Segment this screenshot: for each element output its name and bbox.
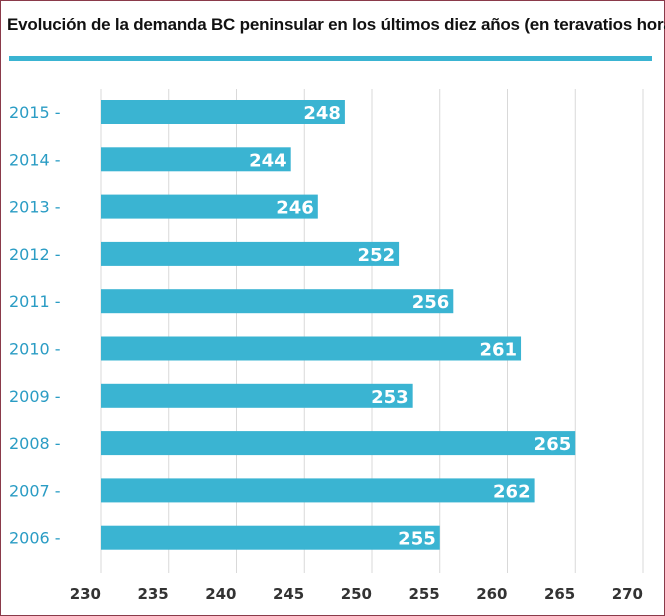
x-tick-250: 250 xyxy=(341,585,372,603)
bar-2014 xyxy=(101,147,291,172)
category-label-2010: 2010 - xyxy=(9,340,61,359)
x-tick-255: 255 xyxy=(408,585,439,603)
data-label-2006: 255 xyxy=(398,529,436,550)
data-label-2009: 253 xyxy=(371,387,409,408)
data-label-2011: 256 xyxy=(412,292,450,313)
data-label-2008: 265 xyxy=(534,434,572,455)
category-label-2006: 2006 - xyxy=(9,529,61,548)
category-label-2009: 2009 - xyxy=(9,387,61,406)
category-label-2015: 2015 - xyxy=(9,103,61,122)
bar-2013 xyxy=(101,194,318,219)
category-label-2014: 2014 - xyxy=(9,150,61,169)
data-label-2010: 261 xyxy=(479,340,517,361)
bar-2008 xyxy=(101,431,576,456)
bar-2009 xyxy=(101,383,413,408)
bar-2006 xyxy=(101,525,440,550)
x-tick-260: 260 xyxy=(476,585,507,603)
category-label-2008: 2008 - xyxy=(9,434,61,453)
title-underline xyxy=(9,56,652,61)
category-label-2011: 2011 - xyxy=(9,292,61,311)
x-tick-235: 235 xyxy=(137,585,168,603)
bar-2007 xyxy=(101,478,535,503)
x-tick-270: 270 xyxy=(612,585,643,603)
x-tick-230: 230 xyxy=(70,585,101,603)
x-tick-245: 245 xyxy=(273,585,304,603)
data-label-2014: 244 xyxy=(249,150,287,171)
data-label-2015: 248 xyxy=(303,103,341,124)
category-label-2012: 2012 - xyxy=(9,245,61,264)
chart-title: Evolución de la demanda BC peninsular en… xyxy=(7,15,665,34)
data-label-2012: 252 xyxy=(358,245,396,266)
bar-2011 xyxy=(101,289,454,314)
bar-2012 xyxy=(101,241,400,266)
data-label-2013: 246 xyxy=(276,198,314,219)
bar-2015 xyxy=(101,100,345,124)
bar-2010 xyxy=(101,336,522,361)
x-tick-240: 240 xyxy=(205,585,236,603)
data-label-2007: 262 xyxy=(493,481,531,502)
x-tick-265: 265 xyxy=(544,585,575,603)
category-labels: 2015 - 2014 - 2013 - 2012 - 2011 - 2010 - 2009… xyxy=(9,103,61,548)
category-label-2007: 2007 - xyxy=(9,481,61,500)
bars: 248 244 246 252 256 261 253 265 262 255 xyxy=(101,100,576,550)
category-label-2013: 2013 - xyxy=(9,198,61,217)
x-tick-labels: 230 235 240 245 250 255 260 265 270 xyxy=(70,585,643,603)
